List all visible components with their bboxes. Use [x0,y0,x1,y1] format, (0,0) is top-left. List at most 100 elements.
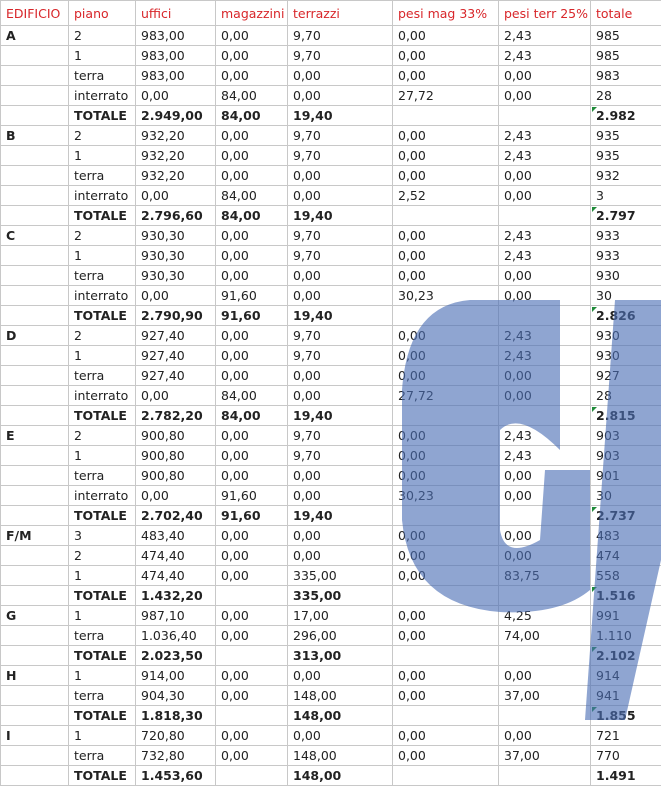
cell-piano[interactable]: 1 [68,565,136,586]
cell-piano[interactable]: TOTALE [68,585,136,606]
cell-terrazzi[interactable]: 9,70 [287,245,393,266]
cell-totale[interactable]: 901 [590,465,661,486]
cell-edificio[interactable] [0,565,69,586]
cell-piano[interactable]: 1 [68,445,136,466]
cell-totale[interactable]: 2.102 [590,645,661,666]
cell-piano[interactable]: terra [68,265,136,286]
cell-pesi-terr[interactable]: 0,00 [498,65,591,86]
cell-edificio[interactable] [0,705,69,726]
cell-terrazzi[interactable]: 0,00 [287,385,393,406]
cell-uffici[interactable]: 0,00 [135,485,216,506]
cell-piano[interactable]: TOTALE [68,645,136,666]
cell-edificio[interactable]: G [0,605,69,626]
cell-totale[interactable]: 1.491 [590,765,661,786]
cell-magazzini[interactable]: 0,00 [215,245,288,266]
cell-pesi-mag[interactable]: 0,00 [392,605,499,626]
cell-uffici[interactable]: 474,40 [135,565,216,586]
cell-terrazzi[interactable]: 0,00 [287,545,393,566]
cell-pesi-terr[interactable]: 2,43 [498,145,591,166]
cell-terrazzi[interactable]: 148,00 [287,765,393,786]
cell-piano[interactable]: TOTALE [68,105,136,126]
cell-uffici[interactable]: 2.790,90 [135,305,216,326]
cell-uffici[interactable]: 900,80 [135,445,216,466]
cell-piano[interactable]: interrato [68,385,136,406]
cell-uffici[interactable]: 2.796,60 [135,205,216,226]
cell-totale[interactable]: 933 [590,225,661,246]
cell-edificio[interactable] [0,365,69,386]
cell-totale[interactable]: 483 [590,525,661,546]
cell-totale[interactable]: 941 [590,685,661,706]
cell-piano[interactable]: 2 [68,25,136,46]
cell-terrazzi[interactable]: 335,00 [287,585,393,606]
cell-piano[interactable]: 2 [68,325,136,346]
cell-piano[interactable]: terra [68,65,136,86]
cell-pesi-terr[interactable]: 2,43 [498,425,591,446]
cell-piano[interactable]: terra [68,365,136,386]
cell-edificio[interactable]: B [0,125,69,146]
cell-magazzini[interactable]: 0,00 [215,145,288,166]
cell-edificio[interactable] [0,105,69,126]
cell-totale[interactable]: 930 [590,345,661,366]
cell-piano[interactable]: TOTALE [68,505,136,526]
cell-totale[interactable]: 1.855 [590,705,661,726]
cell-piano[interactable]: TOTALE [68,405,136,426]
cell-pesi-mag[interactable]: 0,00 [392,625,499,646]
cell-pesi-mag[interactable]: 0,00 [392,685,499,706]
error-indicator-icon[interactable] [592,407,597,412]
cell-terrazzi[interactable]: 17,00 [287,605,393,626]
cell-pesi-mag[interactable]: 0,00 [392,25,499,46]
cell-pesi-terr[interactable] [498,105,591,126]
error-indicator-icon[interactable] [592,587,597,592]
cell-uffici[interactable]: 2.782,20 [135,405,216,426]
cell-pesi-mag[interactable]: 0,00 [392,345,499,366]
cell-totale[interactable]: 1.516 [590,585,661,606]
header-pesi-terr[interactable]: pesi terr 25% [498,0,591,26]
cell-magazzini[interactable]: 0,00 [215,665,288,686]
cell-uffici[interactable]: 2.023,50 [135,645,216,666]
cell-magazzini[interactable]: 91,60 [215,305,288,326]
cell-uffici[interactable]: 932,20 [135,125,216,146]
cell-magazzini[interactable]: 0,00 [215,165,288,186]
cell-terrazzi[interactable]: 0,00 [287,365,393,386]
cell-totale[interactable]: 2.982 [590,105,661,126]
cell-pesi-mag[interactable]: 0,00 [392,425,499,446]
cell-terrazzi[interactable]: 9,70 [287,445,393,466]
cell-edificio[interactable] [0,85,69,106]
cell-terrazzi[interactable]: 0,00 [287,465,393,486]
cell-magazzini[interactable]: 0,00 [215,525,288,546]
cell-terrazzi[interactable]: 148,00 [287,745,393,766]
cell-piano[interactable]: terra [68,625,136,646]
cell-uffici[interactable]: 927,40 [135,345,216,366]
cell-pesi-mag[interactable]: 27,72 [392,385,499,406]
cell-piano[interactable]: 2 [68,125,136,146]
cell-uffici[interactable]: 932,20 [135,165,216,186]
cell-pesi-mag[interactable]: 0,00 [392,725,499,746]
cell-pesi-terr[interactable]: 0,00 [498,85,591,106]
cell-pesi-mag[interactable] [392,505,499,526]
cell-magazzini[interactable]: 0,00 [215,265,288,286]
cell-pesi-mag[interactable]: 30,23 [392,485,499,506]
cell-pesi-mag[interactable] [392,205,499,226]
cell-totale[interactable]: 721 [590,725,661,746]
cell-edificio[interactable] [0,385,69,406]
cell-terrazzi[interactable]: 19,40 [287,105,393,126]
cell-magazzini[interactable]: 0,00 [215,685,288,706]
cell-terrazzi[interactable]: 9,70 [287,425,393,446]
cell-pesi-mag[interactable]: 0,00 [392,445,499,466]
cell-pesi-mag[interactable]: 0,00 [392,325,499,346]
cell-magazzini[interactable]: 0,00 [215,345,288,366]
cell-piano[interactable]: interrato [68,285,136,306]
cell-edificio[interactable] [0,505,69,526]
cell-edificio[interactable] [0,465,69,486]
cell-terrazzi[interactable]: 9,70 [287,325,393,346]
cell-uffici[interactable]: 930,30 [135,245,216,266]
cell-terrazzi[interactable]: 19,40 [287,205,393,226]
cell-uffici[interactable]: 0,00 [135,385,216,406]
cell-uffici[interactable]: 983,00 [135,25,216,46]
cell-piano[interactable]: TOTALE [68,205,136,226]
cell-pesi-terr[interactable]: 0,00 [498,725,591,746]
cell-pesi-mag[interactable] [392,405,499,426]
cell-piano[interactable]: interrato [68,85,136,106]
cell-edificio[interactable] [0,185,69,206]
cell-pesi-terr[interactable]: 0,00 [498,185,591,206]
